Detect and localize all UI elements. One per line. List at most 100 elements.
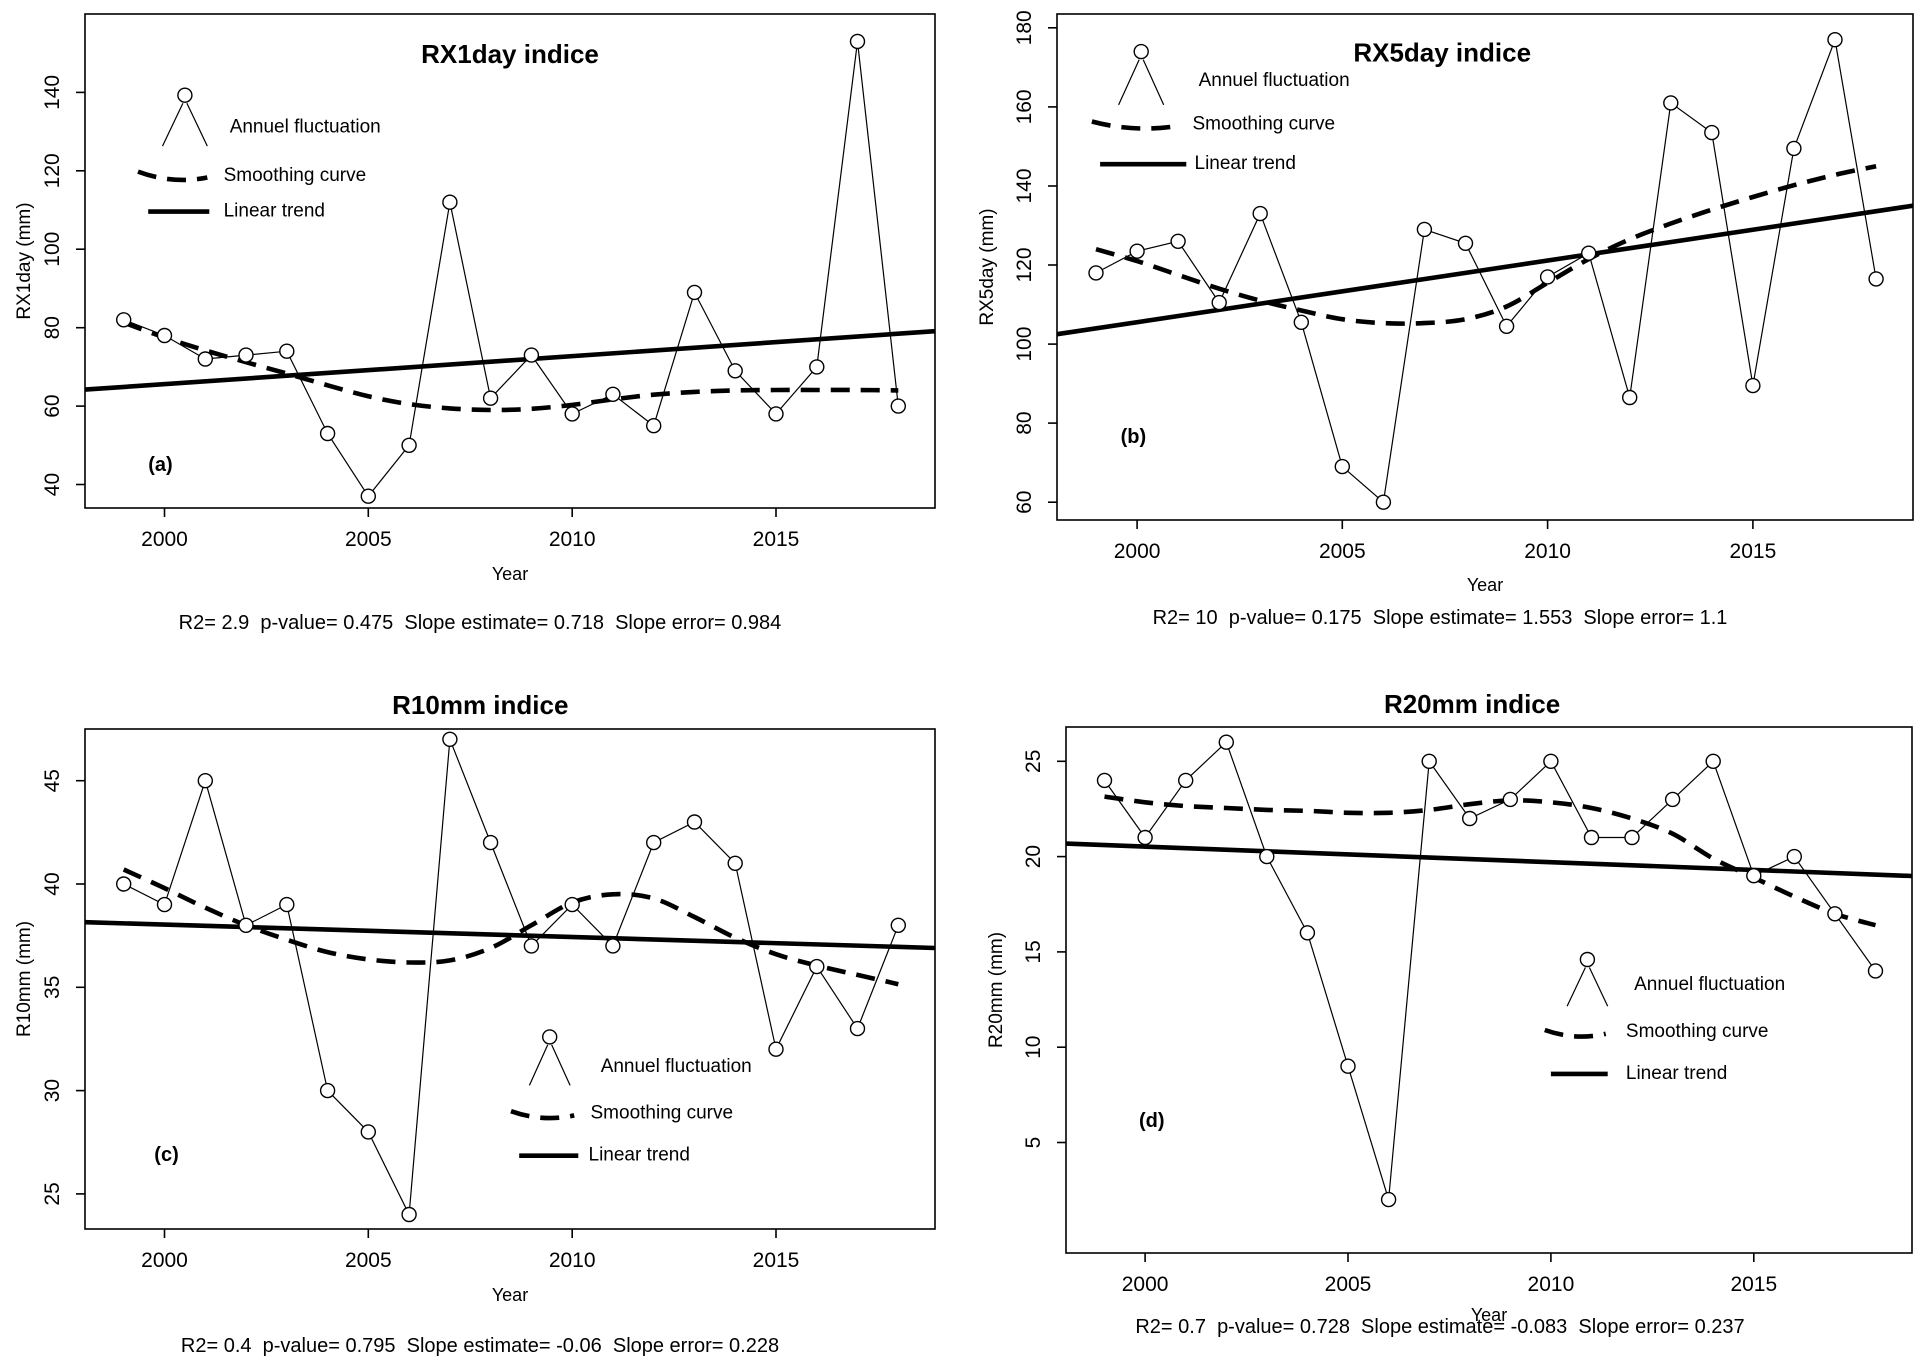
y-tick-label: 120 [1013,247,1036,282]
x-tick-label: 2010 [549,1249,596,1272]
data-point [890,398,906,414]
annual-fluctuation-line [123,739,899,1217]
y-tick-label: 120 [41,153,64,188]
data-point [1539,269,1556,285]
data-point [1462,810,1478,827]
data-point [727,855,743,872]
panel-letter-label: (b) [1121,426,1147,448]
data-point [1786,140,1802,157]
y-tick-label: 80 [41,316,64,339]
y-tick-label: 45 [41,769,64,792]
data-point [1177,772,1194,789]
y-tick-label: 20 [1022,845,1045,868]
y-tick-label: 5 [1022,1137,1045,1149]
y-tick-label: 100 [1013,327,1036,362]
legend-peak-icon [551,1044,571,1086]
y-tick-label: 10 [1022,1036,1045,1059]
data-point [1581,245,1597,261]
data-point [605,386,621,402]
data-point [768,1041,784,1057]
legend-point-icon [542,1029,558,1045]
y-tick-label: 40 [41,872,64,895]
chart-rx5day: 2000 2005 2010 2015 60 80 100 120 140 160 180 RX5da… [977,10,1914,595]
data-point [564,896,580,913]
y-tick-label: 140 [41,75,64,110]
data-point [849,1020,866,1037]
data-point [1746,867,1762,884]
data-point [1375,494,1392,510]
data-point [809,359,825,375]
legend-point-icon [1579,951,1596,968]
data-point [1088,265,1104,281]
x-axis-label: Year [1471,1305,1507,1325]
data-point [646,418,662,434]
data-point [646,834,662,851]
data-point [319,425,336,442]
smoothing-curve [122,320,899,413]
data-point [1543,753,1559,770]
y-tick-label: 100 [41,232,64,267]
linear-trend [84,328,936,392]
data-point [1663,95,1679,111]
data-point [1622,389,1638,406]
data-point [1421,753,1437,770]
plot-border [84,13,936,509]
linear-trend [1065,841,1913,879]
data-point [890,917,906,934]
legend-point-icon [177,87,193,103]
panel-letter-label: (c) [154,1144,178,1166]
x-tick-label: 2010 [1524,540,1571,563]
y-tick-label: 140 [1013,168,1036,203]
x-tick-label: 2015 [753,1249,800,1272]
chart-r10mm: 2000 2005 2010 2015 25 30 35 40 45 R10mm (mm) Year… [14,690,936,1305]
x-tick-label: 2000 [1114,540,1161,563]
legend-label-annual: Annuel fluctuation [1199,70,1350,91]
x-axis-label: Year [492,564,528,584]
legend-label-smoothing: Smoothing curve [1626,1021,1769,1042]
stats-line-a: R2= 2.9 p-value= 0.475 Slope estimate= 0… [178,612,782,634]
legend-label-annual: Annuel fluctuation [230,117,381,138]
data-point [156,896,173,913]
x-tick-label: 2005 [345,528,392,551]
y-tick-label: 15 [1022,940,1045,963]
data-point [1745,377,1761,394]
data-point [1502,791,1518,808]
data-point [768,406,784,422]
data-point [279,343,295,359]
chart-title: RX5day indice [1353,37,1531,67]
legend-label-trend: Linear trend [224,201,325,222]
stats-line-d: R2= 0.7 p-value= 0.728 Slope estimate= -… [1135,1316,1745,1338]
data-point [523,938,540,954]
y-tick-label: 25 [41,1182,64,1205]
annual-fluctuation-line [1104,741,1876,1200]
data-point [319,1082,336,1099]
panel-letter-label: (d) [1139,1110,1165,1132]
legend-peak-icon [1566,967,1586,1007]
data-point [686,814,703,830]
panel-b: 2000 2005 2010 2015 60 80 100 120 140 160 180 RX5da… [960,0,1920,660]
y-tick-label: 160 [1013,89,1036,124]
data-point [1786,848,1802,865]
y-tick-label: 60 [41,394,64,417]
data-point [1704,124,1720,141]
data-point [1416,221,1433,238]
data-point [1583,829,1600,846]
legend-label-trend: Linear trend [1626,1063,1727,1084]
x-axis-label: Year [492,1285,528,1305]
data-point [442,194,458,210]
x-tick-label: 2015 [753,528,800,551]
data-point [1705,753,1721,770]
y-axis-label: R20mm (mm) [986,932,1007,1048]
data-point [1334,458,1350,475]
data-point [1867,963,1884,979]
legend-label-smoothing: Smoothing curve [224,165,367,186]
y-axis-label: R10mm (mm) [14,921,35,1037]
legend-peak-icon [1588,967,1609,1007]
data-point [849,33,866,50]
panel-a: 2000 2005 2010 2015 40 60 80 100 120 140 RX1day (m… [0,0,960,660]
legend-label-annual: Annuel fluctuation [1634,974,1785,995]
plot-border [1065,726,1913,1254]
data-point [605,938,621,954]
smoothing-curve [1095,163,1877,326]
